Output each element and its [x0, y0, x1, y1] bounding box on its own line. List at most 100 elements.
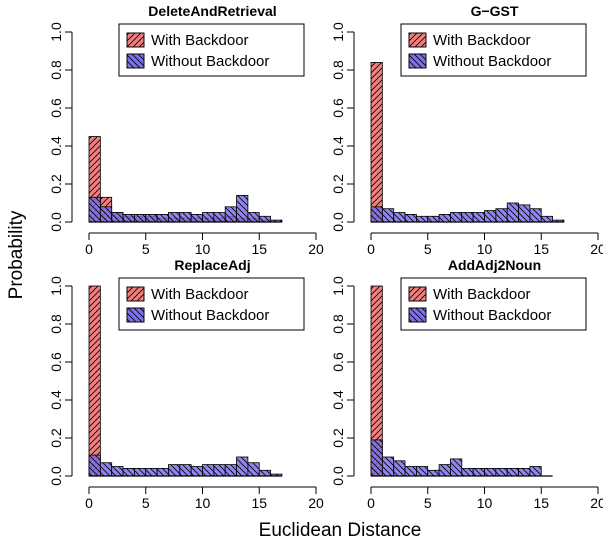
legend-box — [118, 277, 305, 331]
bar-hatch — [111, 466, 124, 477]
legend-box — [400, 23, 587, 77]
bar-without-bin-9 — [190, 213, 203, 223]
legend-swatch-hatch — [126, 307, 145, 323]
x-tick-label: 15 — [533, 495, 549, 511]
bar-hatch — [156, 467, 169, 477]
x-tick-label: 20 — [308, 241, 324, 257]
legend-entry-without-backdoor: Without Backdoor — [126, 53, 269, 70]
bar-without-bin-4 — [133, 467, 147, 477]
series-without-backdoor — [370, 202, 565, 223]
bar-without-bin-10 — [202, 464, 215, 477]
legend-entry-with-backdoor: With Backdoor — [408, 32, 531, 49]
series-with-backdoor — [88, 285, 101, 477]
bar-without-bin-12 — [506, 202, 519, 223]
bar-without-bin-12 — [224, 206, 237, 223]
y-tick-label: 1.0 — [48, 22, 64, 42]
bar-without-bin-4 — [133, 213, 147, 223]
bar-hatch — [99, 206, 113, 223]
bar-hatch — [506, 202, 519, 223]
bar-hatch — [133, 467, 147, 477]
x-tick-label: 20 — [590, 241, 603, 257]
bar-without-bin-13 — [236, 456, 249, 477]
bar-without-bin-3 — [122, 467, 135, 477]
bar-hatch — [202, 464, 215, 477]
bar-hatch — [427, 215, 440, 223]
bar-hatch — [495, 467, 508, 477]
legend-entry-without-backdoor: Without Backdoor — [126, 307, 269, 324]
bar-without-bin-5 — [145, 467, 158, 477]
bar-hatch — [156, 213, 169, 223]
bar-without-bin-10 — [202, 212, 215, 223]
x-tick-label: 0 — [85, 495, 93, 511]
y-tick-label: 0.6 — [48, 98, 64, 118]
x-tick-label: 10 — [477, 241, 493, 257]
bar-with-bin-0 — [88, 285, 101, 477]
y-tick-label: 0.6 — [330, 352, 346, 372]
bar-hatch — [404, 466, 417, 477]
bar-without-bin-15 — [258, 469, 272, 477]
bar-hatch — [190, 466, 203, 477]
x-tick-label: 5 — [142, 495, 150, 511]
bar-without-bin-10 — [484, 467, 497, 477]
bar-without-bin-13 — [518, 204, 531, 223]
x-tick-label: 20 — [308, 495, 324, 511]
bar-hatch — [258, 469, 272, 477]
bar-without-bin-5 — [145, 213, 158, 223]
bar-hatch — [88, 196, 101, 223]
y-tick-label: 0.8 — [48, 60, 64, 80]
legend: With Backdoor Without Backdoor — [400, 277, 587, 331]
legend-entry-with-backdoor: With Backdoor — [126, 286, 249, 303]
bar-without-bin-8 — [179, 464, 192, 477]
panel-title: DeleteAndRetrieval — [148, 3, 276, 19]
y-tick-label: 0.8 — [48, 314, 64, 334]
bar-hatch — [370, 439, 383, 477]
bar-hatch — [224, 206, 237, 223]
legend-swatch-hatch — [408, 32, 427, 48]
bar-hatch — [122, 467, 135, 477]
x-tick-label: 15 — [533, 241, 549, 257]
bar-hatch — [381, 456, 395, 477]
y-tick-label: 0.8 — [330, 314, 346, 334]
bar-hatch — [179, 212, 192, 223]
bar-hatch — [495, 208, 508, 223]
legend-box — [400, 277, 587, 331]
bar-without-bin-12 — [506, 467, 519, 477]
y-tick-label: 0.4 — [48, 136, 64, 156]
bar-with-bin-0 — [370, 62, 383, 223]
y-tick-label: 0.2 — [330, 174, 346, 194]
x-tick-label: 5 — [424, 495, 432, 511]
legend-label: With Backdoor — [433, 286, 531, 303]
x-axis-label: Euclidean Distance — [259, 520, 422, 541]
bar-without-bin-14 — [247, 212, 260, 223]
series-without-backdoor — [370, 439, 542, 477]
bar-hatch — [99, 462, 113, 477]
bar-without-bin-6 — [438, 213, 451, 223]
bar-hatch — [518, 204, 531, 223]
bar-hatch — [88, 285, 101, 477]
bar-without-bin-6 — [156, 213, 169, 223]
bar-hatch — [404, 213, 417, 223]
bar-hatch — [247, 212, 260, 223]
bar-hatch — [393, 212, 406, 223]
panel-3: ReplaceAdj 0 5 10 15 20 0.0 0.2 0.4 0.6 0.8 1.0 With… — [48, 257, 324, 511]
bar-hatch — [427, 469, 440, 477]
y-tick-label: 0.4 — [330, 136, 346, 156]
bar-hatch — [168, 212, 181, 223]
bar-hatch — [438, 464, 451, 477]
bar-without-bin-0 — [370, 206, 383, 223]
panel-title: AddAdj2Noun — [448, 257, 541, 273]
bar-without-bin-3 — [404, 213, 417, 223]
legend-label: Without Backdoor — [433, 53, 551, 70]
bar-without-bin-6 — [156, 467, 169, 477]
legend: With Backdoor Without Backdoor — [118, 23, 305, 77]
y-tick-label: 0.8 — [330, 60, 346, 80]
bar-hatch — [236, 194, 249, 223]
panel-1: DeleteAndRetrieval 0 5 10 15 20 0.0 0.2 0.4 0.6 0.… — [48, 3, 324, 257]
bar-without-bin-15 — [258, 215, 272, 223]
bar-without-bin-3 — [404, 466, 417, 477]
bar-hatch — [258, 215, 272, 223]
y-axis-label: Probability — [6, 210, 27, 299]
bar-hatch — [190, 213, 203, 223]
